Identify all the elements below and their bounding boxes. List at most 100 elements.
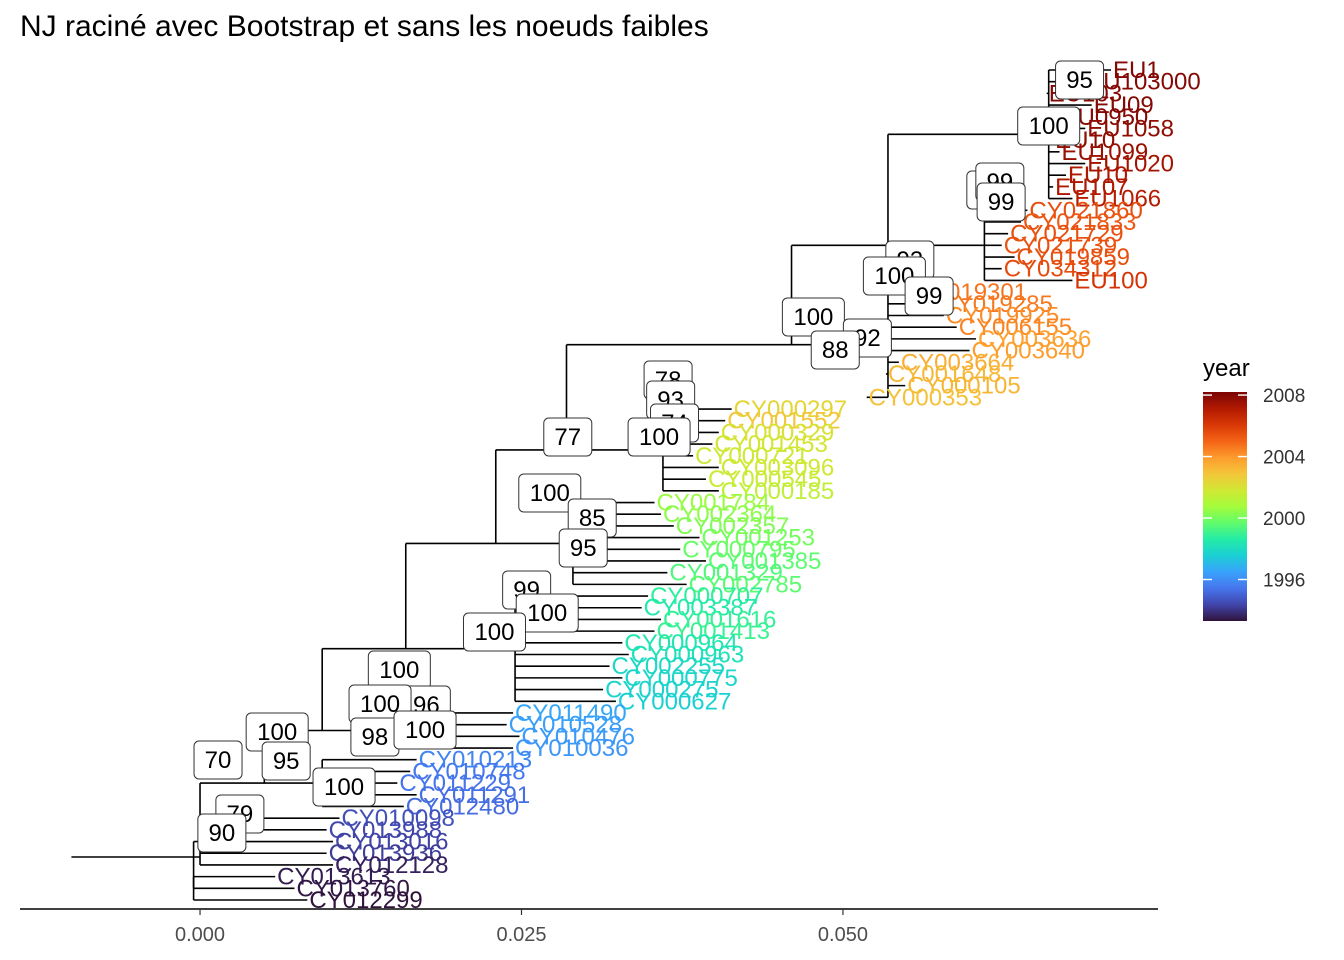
tip-label: CY001784 — [657, 490, 770, 517]
tip-label: EU1066 — [1074, 186, 1161, 213]
legend-colorbar — [1203, 392, 1247, 621]
tip-label: CY001329 — [669, 560, 782, 587]
tip-label: CY013613 — [277, 864, 390, 891]
bootstrap-value: 77 — [554, 424, 581, 451]
bootstrap-box — [462, 612, 526, 652]
tip-label: CY003387 — [644, 595, 757, 622]
tip-label: CY034312 — [1004, 256, 1117, 283]
tip-label: CY021860 — [1029, 197, 1142, 224]
tip-label: CY010748 — [412, 758, 525, 785]
bootstrap-label: 99 — [904, 276, 954, 316]
bootstrap-value: 100 — [405, 717, 445, 744]
tip-label: CY002255 — [612, 653, 725, 680]
tip-label: EU1 — [1113, 57, 1160, 84]
tip-label: CY000105 — [907, 373, 1020, 400]
bootstrap-box — [627, 417, 691, 457]
tip-label: CY000964 — [624, 630, 737, 657]
bootstrap-box — [197, 813, 247, 853]
tip-label: CY011490 — [515, 700, 627, 727]
bootstrap-value: 100 — [639, 424, 679, 451]
tip-label: CY000775 — [624, 665, 737, 692]
tip-label: CY013936 — [329, 840, 442, 867]
bootstrap-value: 100 — [360, 691, 400, 718]
tip-label: CY001385 — [708, 548, 821, 575]
bootstrap-label: 95 — [1055, 60, 1105, 100]
bootstrap-label: 88 — [810, 330, 860, 370]
tip-label: CY003640 — [972, 338, 1085, 365]
bootstrap-box — [261, 741, 311, 781]
bootstrap-label: 100 — [515, 593, 579, 633]
bootstrap-value: 95 — [1066, 67, 1093, 94]
legend-tick-label: 2000 — [1263, 509, 1305, 530]
tip-label: CY011229 — [399, 770, 511, 797]
bootstrap-value: 99 — [916, 283, 943, 310]
tip-label: CY001552 — [727, 408, 840, 435]
tip-label: CY000963 — [631, 642, 744, 669]
tip-label: CY010098 — [341, 805, 454, 832]
bootstrap-label: 77 — [543, 417, 593, 457]
tip-label: EU107 — [1055, 174, 1128, 201]
tip-label: CY010528 — [509, 712, 622, 739]
bootstrap-label: 100 — [393, 710, 457, 750]
bootstrap-label: 98 — [350, 717, 400, 757]
bootstrap-box — [1055, 60, 1105, 100]
tip-label: CY010476 — [521, 723, 634, 750]
bootstrap-value: 95 — [273, 748, 300, 775]
tip-label: CY003636 — [978, 326, 1091, 353]
tip-label: EU100 — [1074, 267, 1147, 294]
bootstrap-value: 100 — [527, 600, 567, 627]
bootstrap-label: 85 — [567, 498, 617, 538]
bootstrap-value: 100 — [793, 304, 833, 331]
tip-label: CY002357 — [676, 513, 789, 540]
bootstrap-box — [810, 330, 860, 370]
bootstrap-box — [558, 528, 608, 568]
bootstrap-label: 100 — [367, 650, 431, 690]
tip-label: CY000185 — [721, 478, 834, 505]
chart-title: NJ raciné avec Bootstrap et sans les noe… — [20, 10, 709, 43]
bootstrap-value: 90 — [209, 820, 236, 847]
bootstrap-label: 99 — [976, 182, 1026, 222]
legend-tick-label: 1996 — [1263, 571, 1305, 592]
tip-label: CY019859 — [1017, 244, 1130, 271]
tip-label: CY021739 — [1004, 232, 1117, 259]
tip-label: CY010213 — [419, 747, 532, 774]
bootstrap-label: 95 — [558, 528, 608, 568]
tip-label: CY006155 — [959, 314, 1072, 341]
tip-label: CY001648 — [888, 361, 1001, 388]
bootstrap-label: 100 — [627, 417, 691, 457]
tip-label: CY002785 — [689, 571, 802, 598]
bootstrap-box — [1017, 106, 1081, 146]
tip-label: CY000707 — [650, 583, 763, 610]
bootstrap-box — [904, 276, 954, 316]
x-axis: 0.000 0.025 0.050 — [20, 908, 1158, 946]
tip-label: CY012299 — [309, 887, 422, 914]
bootstrap-value: 100 — [530, 480, 570, 507]
bootstrap-value: 85 — [579, 505, 606, 532]
bootstrap-box — [193, 740, 243, 780]
tip-label: EU10 — [1068, 162, 1128, 189]
tip-label: CY012480 — [406, 793, 519, 820]
bootstrap-value: 99 — [988, 189, 1015, 216]
tip-label: CY021729 — [1010, 221, 1123, 248]
tip-label: CY000297 — [734, 396, 847, 423]
tip-label: CY012128 — [335, 852, 448, 879]
bootstrap-box — [543, 417, 593, 457]
tip-label: CY010036 — [515, 735, 628, 762]
tip-label: CY019285 — [939, 291, 1052, 318]
bootstrap-label: 70 — [193, 740, 243, 780]
bootstrap-label: 100 — [518, 473, 582, 513]
tip-label: CY000721 — [695, 443, 808, 470]
tip-labels: EU1EU103000EU103EU09EU0950EU1058EU10EU10… — [277, 57, 1201, 914]
x-tick-label: 0.025 — [496, 924, 546, 946]
bootstrap-box — [976, 182, 1026, 222]
tip-label: CY001413 — [657, 618, 770, 645]
bootstrap-box — [312, 767, 376, 807]
bootstrap-label: 100 — [781, 297, 845, 337]
tip-label: CY001616 — [663, 606, 776, 633]
x-tick-label: 0.050 — [818, 924, 868, 946]
bootstrap-value: 100 — [379, 657, 419, 684]
tip-label: EU1058 — [1087, 115, 1174, 142]
tip-label: CY013760 — [296, 875, 409, 902]
tip-label: CY002364 — [663, 501, 776, 528]
